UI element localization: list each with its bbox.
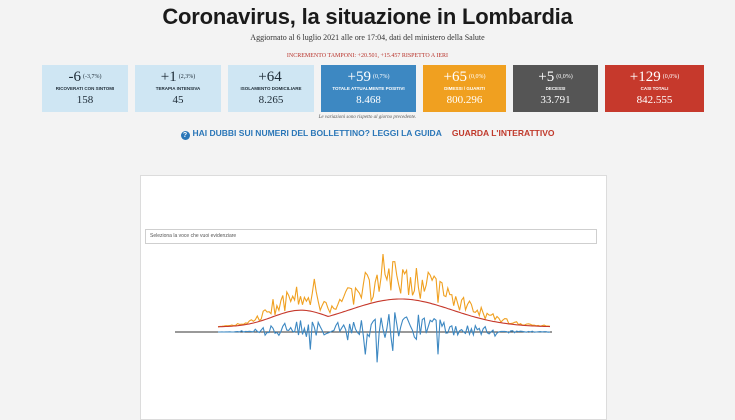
- bulletin-links: ? HAI DUBBI SUI NUMERI DEL BOLLETTINO? LE…: [0, 128, 735, 140]
- stat-delta: -6: [68, 69, 82, 85]
- page-title: Coronavirus, la situazione in Lombardia: [162, 4, 573, 29]
- stat-card-home-isolation: +64 ISOLAMENTO DOMICILIARE 8.265: [228, 65, 314, 112]
- question-circle-icon: ?: [180, 131, 190, 140]
- stat-total: 842.555: [636, 94, 673, 107]
- stat-label: TOTALE ATTUALMENTE POSITIVI: [332, 86, 405, 92]
- stat-card-hospitalized: -6 (-3,7%) RICOVERATI CON SINTOMI 158: [42, 65, 128, 112]
- stat-delta: +129: [629, 69, 661, 85]
- guide-link[interactable]: ? HAI DUBBI SUI NUMERI DEL BOLLETTINO? LE…: [180, 128, 444, 140]
- stat-percent: (-3,7%): [83, 74, 102, 81]
- stat-total: 45: [172, 94, 184, 107]
- stat-label: CASI TOTALI: [640, 86, 669, 92]
- stat-label: TERAPIA INTENSIVA: [155, 86, 201, 92]
- stat-delta: +1: [160, 69, 177, 85]
- tests-increment: INCREMENTO TAMPONI: +20.501, +15.457 RIS…: [286, 53, 449, 59]
- stat-percent: (2,3%): [178, 74, 196, 81]
- trend-chart: [175, 253, 552, 363]
- update-timestamp: Aggiornato al 6 luglio 2021 alle ore 17:…: [250, 33, 485, 42]
- stat-delta: +5: [538, 69, 555, 85]
- stat-label: DECESSI: [545, 86, 566, 92]
- chart-frame: [140, 175, 607, 420]
- series-select[interactable]: Seleziona la voce che vuoi evidenziare: [145, 229, 597, 244]
- series-line-orange: [217, 253, 551, 328]
- stat-label: RICOVERATI CON SINTOMI: [55, 86, 115, 92]
- stat-card-currently-positive: +59 (0,7%) TOTALE ATTUALMENTE POSITIVI 8.…: [321, 65, 416, 112]
- stat-total: 8.265: [258, 94, 284, 107]
- stat-card-recovered: +65 (0,0%) DIMESSI / GUARITI 800.296: [423, 65, 506, 112]
- stat-card-deaths: +5 (0,0%) DECESSI 33.791: [513, 65, 598, 112]
- stat-total: 800.296: [446, 94, 483, 107]
- stat-delta: +64: [258, 69, 282, 85]
- stat-label: ISOLAMENTO DOMICILIARE: [240, 86, 302, 92]
- interactive-link[interactable]: GUARDA L'INTERATTIVO: [451, 128, 555, 138]
- stat-delta: +65: [443, 69, 467, 85]
- series-line-blue: [218, 312, 551, 363]
- stat-card-intensive-care: +1 (2,3%) TERAPIA INTENSIVA 45: [135, 65, 221, 112]
- stat-label: DIMESSI / GUARITI: [444, 86, 485, 92]
- stat-percent: (0,0%): [556, 74, 573, 81]
- stat-total: 33.791: [540, 94, 571, 107]
- stat-percent: (0,0%): [662, 74, 680, 81]
- stat-percent: (0,0%): [468, 74, 486, 81]
- stat-delta: +59: [347, 69, 371, 85]
- guide-link-label: HAI DUBBI SUI NUMERI DEL BOLLETTINO? LEG…: [192, 128, 442, 138]
- stat-total: 8.468: [356, 94, 381, 107]
- variation-note: Le variazioni sono rispetto al giorno pr…: [318, 115, 417, 120]
- series-line-red: [217, 298, 551, 328]
- stats-cards: -6 (-3,7%) RICOVERATI CON SINTOMI 158 +1(…: [42, 65, 704, 112]
- stat-total: 158: [76, 94, 94, 107]
- stat-card-total-cases: +129 (0,0%) CASI TOTALI 842.555: [605, 65, 704, 112]
- stat-percent: (0,7%): [372, 74, 390, 81]
